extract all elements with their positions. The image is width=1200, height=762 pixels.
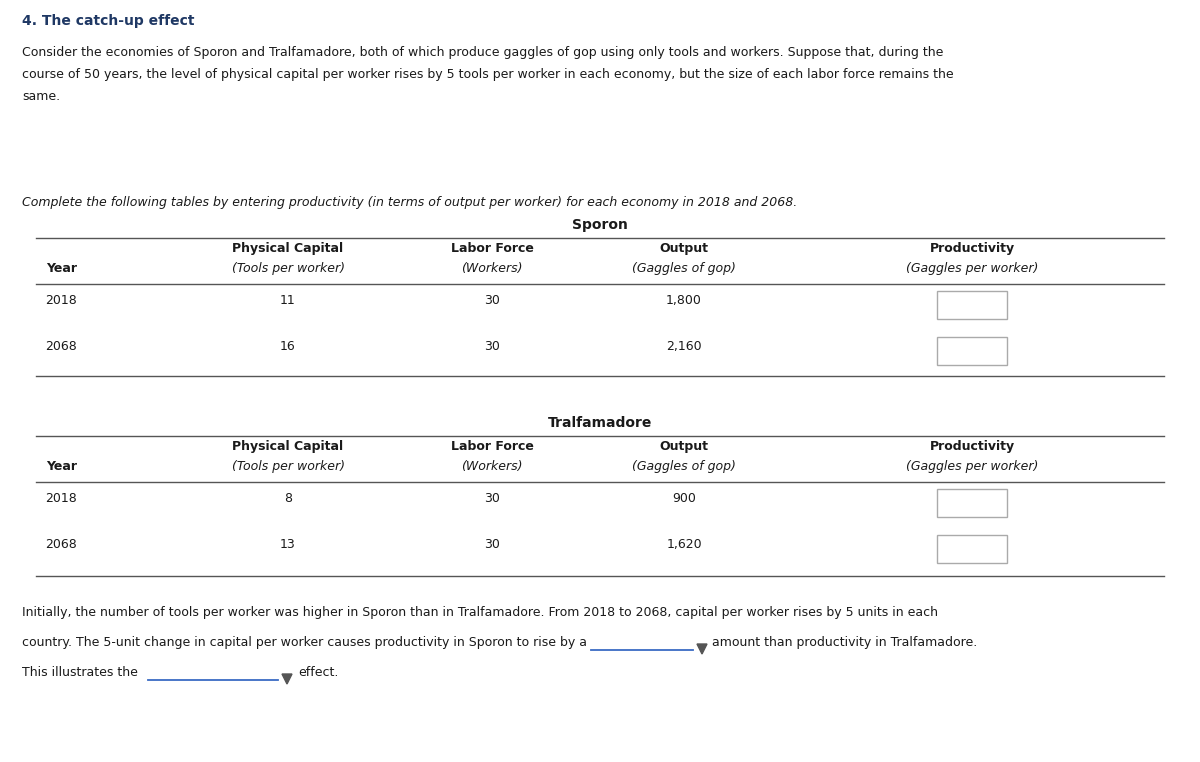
Text: 1,800: 1,800 — [666, 294, 702, 307]
Text: Productivity: Productivity — [930, 440, 1014, 453]
Text: Year: Year — [46, 460, 77, 473]
Text: course of 50 years, the level of physical capital per worker rises by 5 tools pe: course of 50 years, the level of physica… — [22, 68, 954, 81]
Text: (Gaggles per worker): (Gaggles per worker) — [906, 262, 1038, 275]
Text: Physical Capital: Physical Capital — [233, 242, 343, 255]
Text: 13: 13 — [280, 538, 296, 551]
Text: 30: 30 — [484, 340, 500, 353]
Text: (Workers): (Workers) — [461, 262, 523, 275]
Text: Physical Capital: Physical Capital — [233, 440, 343, 453]
Text: 2,160: 2,160 — [666, 340, 702, 353]
Text: This illustrates the: This illustrates the — [22, 666, 138, 679]
Text: Year: Year — [46, 262, 77, 275]
Text: 4. The catch-up effect: 4. The catch-up effect — [22, 14, 194, 28]
Text: 1,620: 1,620 — [666, 538, 702, 551]
Text: 8: 8 — [284, 492, 292, 505]
Text: (Workers): (Workers) — [461, 460, 523, 473]
FancyBboxPatch shape — [937, 337, 1007, 365]
Text: (Gaggles per worker): (Gaggles per worker) — [906, 460, 1038, 473]
Text: country. The 5-unit change in capital per worker causes productivity in Sporon t: country. The 5-unit change in capital pe… — [22, 636, 587, 649]
Text: (Gaggles of gop): (Gaggles of gop) — [632, 262, 736, 275]
Text: 2018: 2018 — [46, 492, 77, 505]
Text: (Gaggles of gop): (Gaggles of gop) — [632, 460, 736, 473]
Polygon shape — [282, 674, 292, 684]
Text: 16: 16 — [280, 340, 296, 353]
Text: 2068: 2068 — [46, 538, 77, 551]
FancyBboxPatch shape — [937, 489, 1007, 517]
Text: Labor Force: Labor Force — [450, 440, 534, 453]
Text: 900: 900 — [672, 492, 696, 505]
FancyBboxPatch shape — [937, 291, 1007, 319]
Text: 30: 30 — [484, 492, 500, 505]
Text: Output: Output — [660, 242, 708, 255]
Text: Consider the economies of Sporon and Tralfamadore, both of which produce gaggles: Consider the economies of Sporon and Tra… — [22, 46, 943, 59]
Text: 2068: 2068 — [46, 340, 77, 353]
Text: Complete the following tables by entering productivity (in terms of output per w: Complete the following tables by enterin… — [22, 196, 797, 209]
Text: same.: same. — [22, 90, 60, 103]
Text: amount than productivity in Tralfamadore.: amount than productivity in Tralfamadore… — [712, 636, 977, 649]
Text: Output: Output — [660, 440, 708, 453]
Text: 2018: 2018 — [46, 294, 77, 307]
Text: Productivity: Productivity — [930, 242, 1014, 255]
Text: 30: 30 — [484, 538, 500, 551]
Text: 11: 11 — [280, 294, 296, 307]
Text: effect.: effect. — [298, 666, 338, 679]
Polygon shape — [697, 644, 707, 654]
Text: (Tools per worker): (Tools per worker) — [232, 262, 344, 275]
Text: Labor Force: Labor Force — [450, 242, 534, 255]
Text: (Tools per worker): (Tools per worker) — [232, 460, 344, 473]
Text: Tralfamadore: Tralfamadore — [548, 416, 652, 430]
FancyBboxPatch shape — [937, 535, 1007, 563]
Text: 30: 30 — [484, 294, 500, 307]
Text: Initially, the number of tools per worker was higher in Sporon than in Tralfamad: Initially, the number of tools per worke… — [22, 606, 938, 619]
Text: Sporon: Sporon — [572, 218, 628, 232]
